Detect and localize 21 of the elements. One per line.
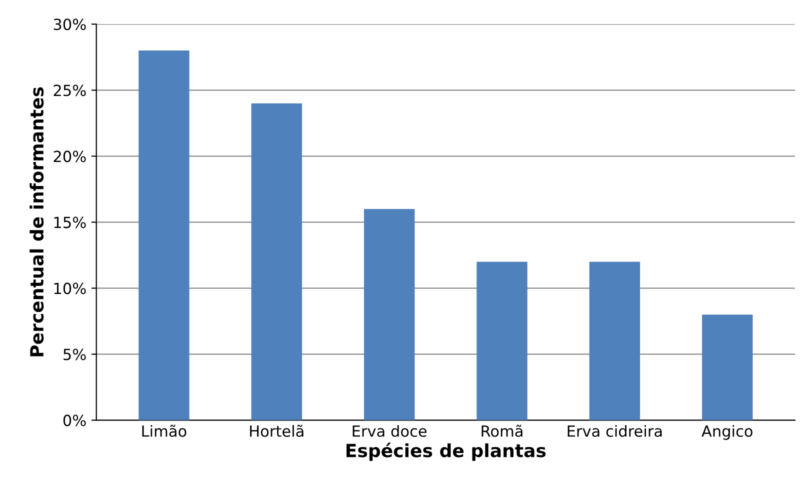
y-tick-label: 15%	[54, 216, 86, 228]
bar	[364, 208, 415, 420]
y-tick-label: 30%	[54, 18, 86, 30]
x-tick-label: Hortelã	[250, 424, 304, 437]
y-tick-label: 20%	[54, 150, 86, 162]
x-axis-title: Espécies de plantas	[346, 442, 546, 461]
y-axis-title: Percentual de informantes	[30, 87, 44, 356]
bar	[476, 262, 528, 420]
y-tick-label: 10%	[54, 282, 86, 294]
bar	[702, 314, 753, 420]
x-tick-label: Limão	[142, 424, 186, 437]
x-tick-label: Romã	[482, 424, 522, 437]
y-tick-label: 0%	[63, 414, 86, 426]
x-tick-label: Erva doce	[352, 425, 427, 437]
bar	[251, 103, 302, 420]
x-tick-label: Angico	[702, 425, 752, 440]
bar	[138, 50, 190, 420]
bar	[589, 262, 640, 420]
y-tick-label: 25%	[54, 84, 86, 96]
x-tick-label: Erva cidreira	[568, 425, 662, 437]
y-tick-label: 5%	[64, 348, 86, 360]
